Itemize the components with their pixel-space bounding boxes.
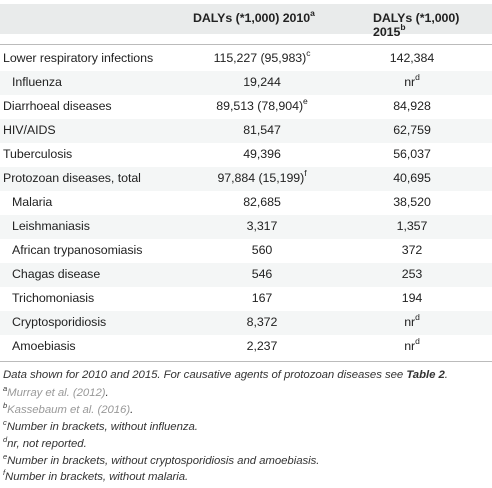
table-row-amoebiasis: Amoebiasis 2,237 nrd bbox=[0, 335, 492, 359]
row-name: Influenza bbox=[12, 75, 62, 89]
footnote-d: dnr, not reported. bbox=[3, 435, 87, 450]
row-value-2010: 2,237 bbox=[246, 339, 278, 353]
footnote-c: cNumber in brackets, without influenza. bbox=[3, 418, 198, 433]
header-rule bbox=[0, 44, 492, 45]
row-value-2010: 167 bbox=[251, 291, 273, 305]
row-value-2010: 89,513 (78,904)e bbox=[216, 95, 308, 113]
row-name: Chagas disease bbox=[12, 267, 101, 281]
row-value-2015: nrd bbox=[404, 311, 420, 329]
row-name: African trypanosomiasis bbox=[12, 243, 143, 257]
row-value-2015: 84,928 bbox=[393, 99, 431, 113]
table-row-influenza: Influenza 19,244 nrd bbox=[0, 71, 492, 95]
row-value-2010: 560 bbox=[251, 243, 273, 257]
footnote-main: Data shown for 2010 and 2015. For causat… bbox=[3, 369, 448, 381]
row-name: Cryptosporidiosis bbox=[12, 315, 107, 329]
header-dalys-2010-sup: a bbox=[310, 7, 315, 18]
table-row-african-trypanosomiasis: African trypanosomiasis 560 372 bbox=[0, 239, 492, 263]
row-value-2010: 115,227 (95,983)c bbox=[213, 47, 311, 65]
row-value-2015: nrd bbox=[404, 335, 420, 353]
row-value-2010: 97,884 (15,199)f bbox=[217, 167, 307, 185]
row-value-2015: 194 bbox=[401, 291, 423, 305]
row-value-2015: 56,037 bbox=[393, 147, 431, 161]
row-value-2015: nrd bbox=[404, 71, 420, 89]
table-2-link[interactable]: Table 2 bbox=[406, 369, 445, 381]
header-dalys-2015-label: DALYs (*1,000) 2015 bbox=[373, 11, 460, 39]
row-name: Lower respiratory infections bbox=[3, 51, 154, 65]
row-value-2015: 1,357 bbox=[396, 219, 428, 233]
table-header: DALYs (*1,000) 2010a DALYs (*1,000) 2015… bbox=[0, 4, 492, 39]
table-bottom-rule bbox=[0, 361, 492, 362]
row-value-2015: 62,759 bbox=[393, 123, 431, 137]
row-value-2010: 8,372 bbox=[246, 315, 278, 329]
row-name: Tuberculosis bbox=[3, 147, 73, 161]
row-name: Amoebiasis bbox=[12, 339, 76, 353]
header-dalys-2010: DALYs (*1,000) 2010a bbox=[193, 7, 315, 25]
row-value-2015: 142,384 bbox=[389, 51, 435, 65]
row-value-2015: 40,695 bbox=[393, 171, 431, 185]
footnote-f: fNumber in brackets, without malaria. bbox=[3, 468, 189, 483]
row-value-2010: 82,685 bbox=[243, 195, 281, 209]
row-value-2015: 38,520 bbox=[393, 195, 431, 209]
row-value-2010: 81,547 bbox=[243, 123, 281, 137]
row-value-2010: 49,396 bbox=[243, 147, 281, 161]
table-row-trichomoniasis: Trichomoniasis 167 194 bbox=[0, 287, 492, 311]
footnote-b: bKassebaum et al. (2016). bbox=[3, 401, 134, 416]
row-name: Diarrhoeal diseases bbox=[3, 99, 112, 113]
header-dalys-2015-sup: b bbox=[400, 21, 406, 32]
row-value-2015: 372 bbox=[401, 243, 423, 257]
table-row-diarrhoeal: Diarrhoeal diseases 89,513 (78,904)e 84,… bbox=[0, 95, 492, 119]
footnote-e: eNumber in brackets, without cryptospori… bbox=[3, 452, 320, 467]
row-name: Leishmaniasis bbox=[12, 219, 90, 233]
table-row-leishmaniasis: Leishmaniasis 3,317 1,357 bbox=[0, 215, 492, 239]
table-row-cryptosporidiosis: Cryptosporidiosis 8,372 nrd bbox=[0, 311, 492, 335]
row-value-2015: 253 bbox=[401, 267, 423, 281]
row-name: HIV/AIDS bbox=[3, 123, 56, 137]
row-value-2010: 19,244 bbox=[243, 75, 281, 89]
row-name: Malaria bbox=[12, 195, 53, 209]
row-value-2010: 546 bbox=[251, 267, 273, 281]
table-row-tuberculosis: Tuberculosis 49,396 56,037 bbox=[0, 143, 492, 167]
footnote-a: aMurray et al. (2012). bbox=[3, 384, 109, 399]
row-value-2010: 3,317 bbox=[246, 219, 278, 233]
murray-citation-link[interactable]: Murray et al. (2012) bbox=[7, 387, 106, 399]
table-row-malaria: Malaria 82,685 38,520 bbox=[0, 191, 492, 215]
row-name: Protozoan diseases, total bbox=[3, 171, 141, 185]
header-dalys-2015: DALYs (*1,000) 2015b bbox=[373, 11, 492, 39]
header-dalys-2010-label: DALYs (*1,000) 2010 bbox=[193, 11, 311, 25]
table-row-lower-respiratory: Lower respiratory infections 115,227 (95… bbox=[0, 47, 492, 71]
table-row-hiv: HIV/AIDS 81,547 62,759 bbox=[0, 119, 492, 143]
row-name: Trichomoniasis bbox=[12, 291, 95, 305]
table-row-protozoan-total: Protozoan diseases, total 97,884 (15,199… bbox=[0, 167, 492, 191]
kassebaum-citation-link[interactable]: Kassebaum et al. (2016) bbox=[7, 404, 131, 416]
table-row-chagas: Chagas disease 546 253 bbox=[0, 263, 492, 287]
